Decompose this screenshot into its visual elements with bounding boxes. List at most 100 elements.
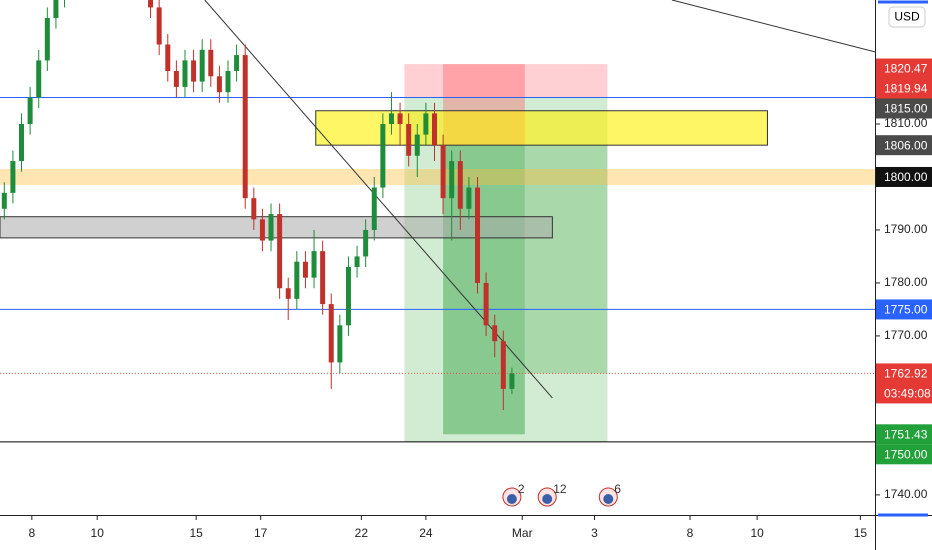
plot-area (0, 0, 875, 443)
price-label-bg (876, 135, 932, 156)
candle-body (492, 325, 498, 342)
y-tick-label: 1790.00 (884, 222, 928, 236)
price-label: 1819.94 (884, 82, 928, 96)
zone (0, 169, 875, 185)
candle-body (259, 219, 265, 241)
x-tick-label: 8 (28, 526, 35, 540)
zone (404, 64, 608, 98)
price-label-bg (876, 299, 932, 320)
candle-body (302, 261, 308, 278)
x-tick-label: 24 (419, 526, 433, 540)
candle-body (354, 256, 360, 268)
candle-body (397, 113, 403, 124)
x-tick-label: 8 (687, 526, 694, 540)
x-tick-label: 15 (854, 526, 868, 540)
candle-body (182, 60, 188, 87)
price-label-bg (876, 444, 932, 465)
candle-body (500, 341, 506, 389)
x-tick-label: Mar (512, 526, 533, 540)
candle-body (457, 161, 463, 209)
candle-body (173, 70, 179, 87)
y-tick-label: 1770.00 (884, 328, 928, 342)
candle-body (320, 251, 326, 305)
event-flag (506, 494, 517, 504)
candle-body (191, 60, 197, 82)
zone (404, 97, 608, 442)
y-tick-label: 1780.00 (884, 275, 928, 289)
candle-body (156, 7, 162, 45)
candle-body (406, 123, 412, 156)
candle-body (363, 229, 369, 257)
candle-body (328, 304, 334, 363)
countdown: 03:49:08 (884, 387, 931, 401)
candle-body (388, 113, 394, 124)
candle-body (311, 251, 317, 278)
candle-body (509, 373, 515, 389)
currency-button[interactable] (888, 6, 926, 28)
x-tick-label: 3 (591, 526, 598, 540)
price-label-bg (876, 363, 932, 404)
candle-body (285, 288, 291, 299)
candle-body (10, 161, 16, 193)
candle-body (277, 214, 283, 289)
candle-body (431, 113, 437, 146)
zone (524, 145, 608, 374)
x-tick-label: 10 (750, 526, 764, 540)
price-label: 1806.00 (884, 138, 928, 152)
candle-body (294, 261, 300, 299)
candle-body (36, 60, 42, 98)
price-label: 1762.92 (884, 367, 928, 381)
candle-body (423, 113, 429, 135)
price-label-bg (876, 424, 932, 445)
candle-body (208, 49, 214, 77)
candle-body (199, 49, 205, 82)
candle-body (440, 145, 446, 199)
candle-body (242, 55, 248, 199)
candle-body (27, 97, 33, 124)
candle-body (414, 134, 420, 156)
candle-body (165, 44, 171, 71)
price-label: 1820.47 (884, 62, 928, 76)
candle-body (483, 282, 489, 326)
price-label: 1751.43 (884, 427, 928, 441)
candle-body (44, 18, 50, 61)
candle-body (53, 0, 59, 19)
event-count: 12 (553, 482, 567, 496)
candle-body (345, 267, 351, 326)
candle-body (1, 192, 7, 209)
x-tick-label: 22 (355, 526, 369, 540)
candle-body (380, 123, 386, 188)
candle-body (19, 123, 25, 162)
price-label: 1750.00 (884, 447, 928, 461)
currency: USD (894, 10, 920, 24)
candle-body (449, 161, 455, 199)
candle-body (475, 187, 481, 283)
price-label: 1775.00 (884, 303, 928, 317)
candle-body (337, 325, 343, 363)
trend-line (671, 0, 875, 53)
y-tick-label: 1810.00 (884, 116, 928, 130)
candle-body (466, 187, 472, 209)
candle-body (371, 187, 377, 230)
event-count: 6 (614, 482, 621, 496)
x-tick-label: 10 (91, 526, 105, 540)
price-label-bg (876, 166, 932, 187)
x-tick-label: 17 (254, 526, 268, 540)
event-flag (603, 494, 614, 504)
price-label: 1815.00 (884, 102, 928, 116)
price-label-bg (876, 98, 932, 119)
candle-body (234, 55, 240, 71)
candle-body (148, 0, 154, 8)
candle-body (225, 70, 231, 93)
candle-body (268, 214, 274, 241)
y-tick-label: 1740.00 (884, 487, 928, 501)
event-flag (542, 494, 553, 504)
candle-body (216, 76, 222, 93)
price-label: 1800.00 (884, 170, 928, 184)
x-tick-label: 15 (189, 526, 203, 540)
price-label-bg (876, 58, 932, 79)
zone (0, 216, 553, 239)
price-label-bg (876, 78, 932, 99)
candle-body (251, 198, 257, 220)
